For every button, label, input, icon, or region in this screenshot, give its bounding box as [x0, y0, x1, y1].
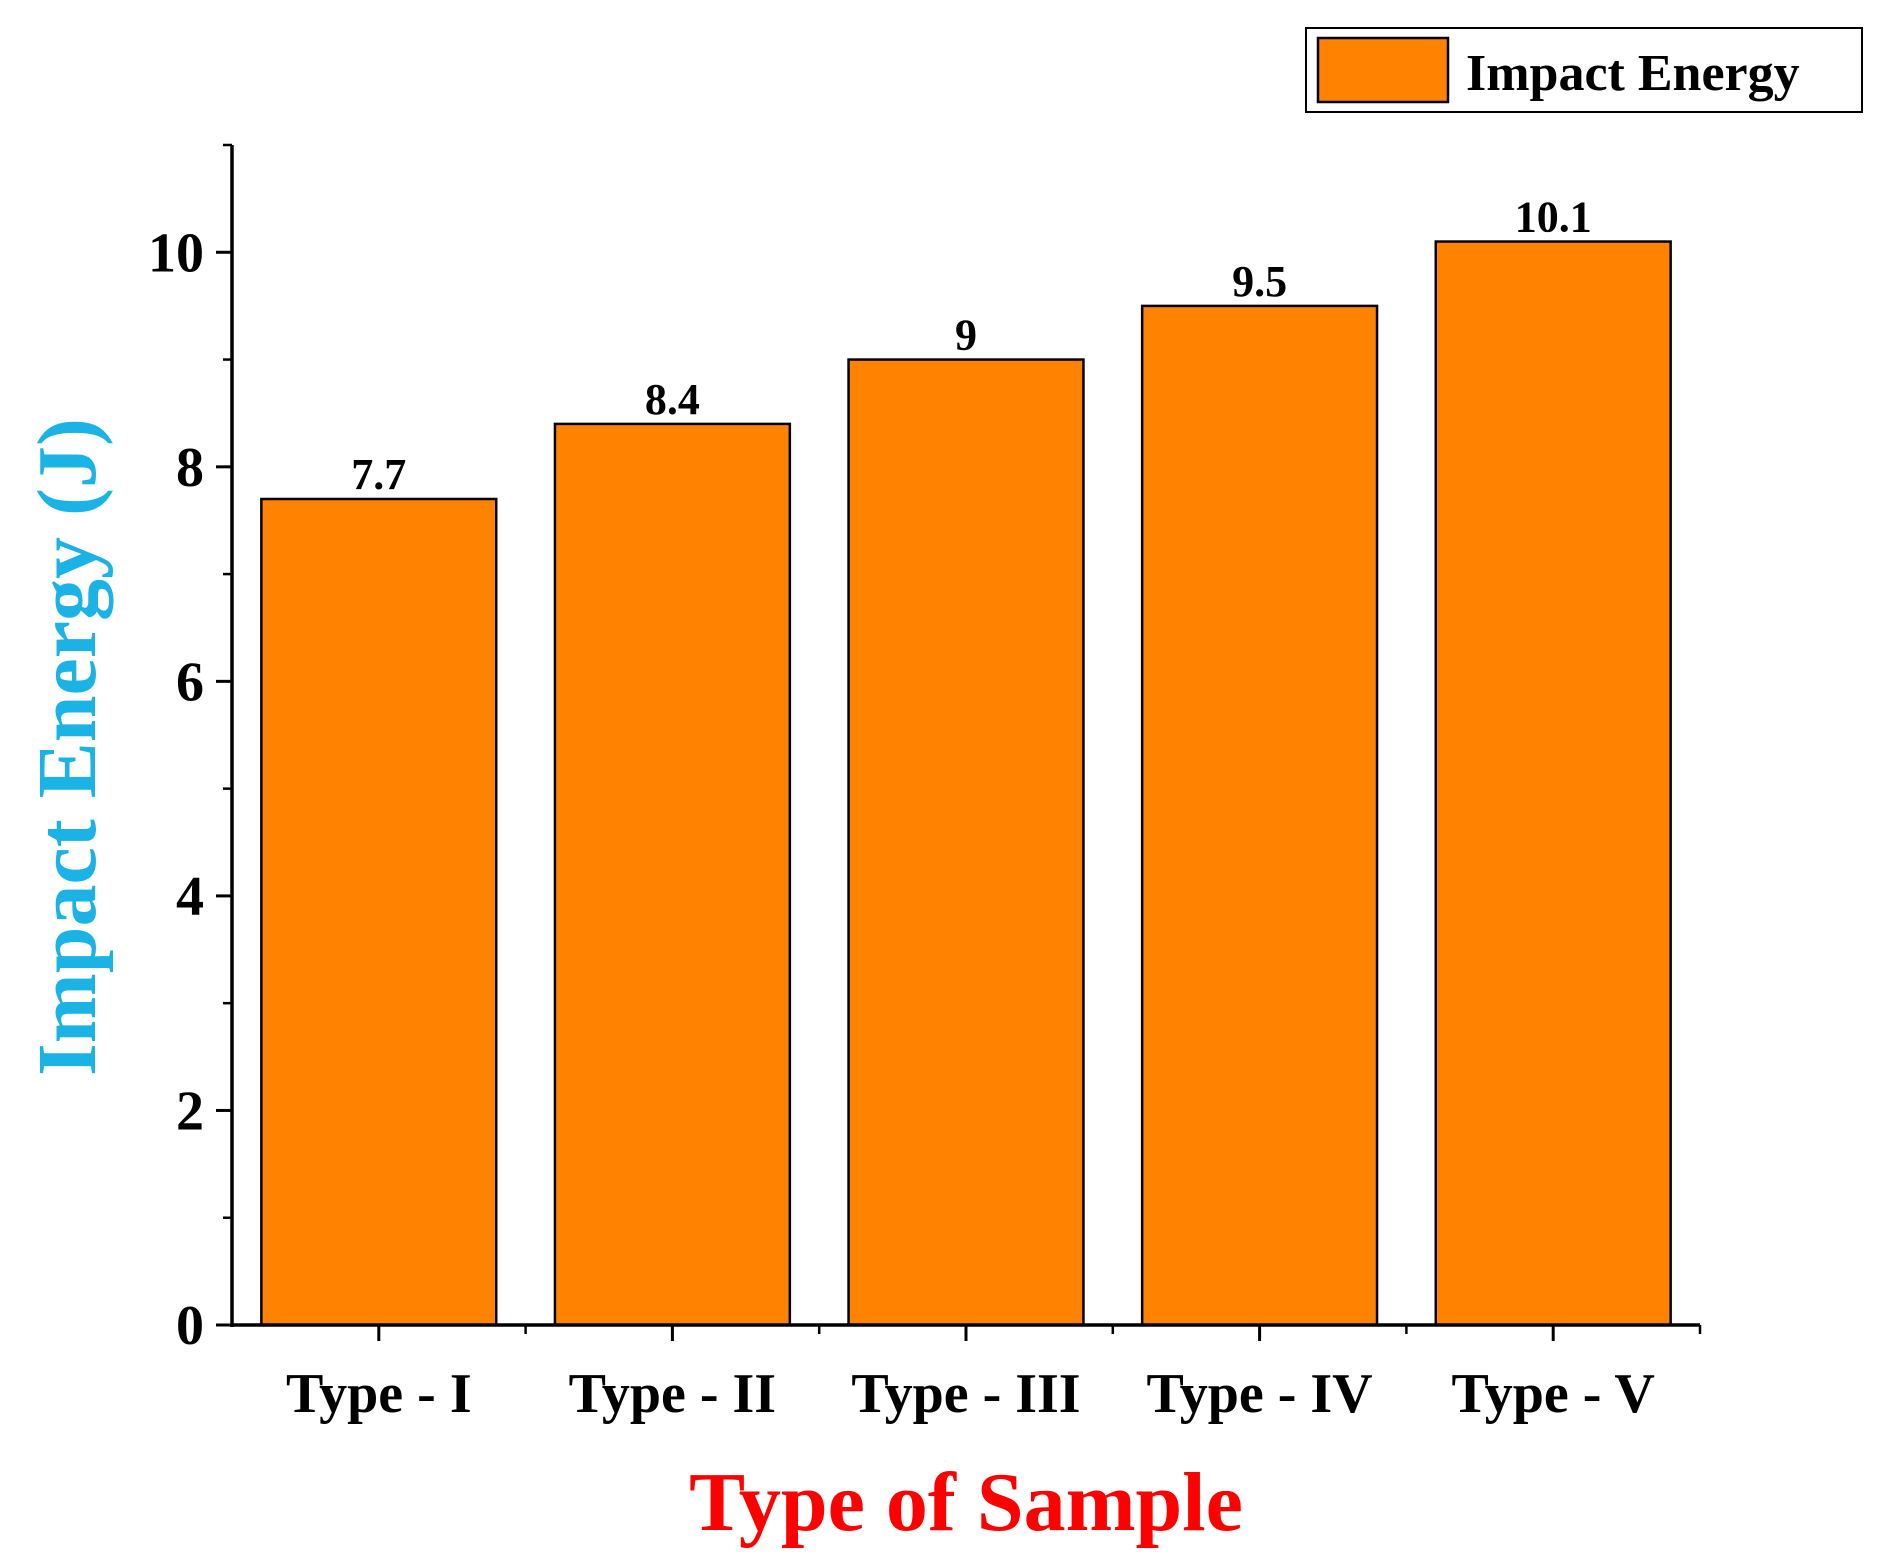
y-tick-label: 10 [148, 222, 204, 284]
y-tick-label: 4 [176, 866, 204, 928]
bar-4 [1140, 304, 1379, 1327]
legend: Impact Energy [1305, 27, 1863, 113]
x-tick-label: Type - II [569, 1363, 776, 1425]
legend-swatch [1316, 36, 1450, 104]
bar-1 [260, 497, 498, 1327]
x-axis-title: Type of Sample [689, 1456, 1243, 1549]
x-tick-label: Type - IV [1147, 1363, 1373, 1425]
data-label-2: 8.4 [645, 375, 700, 424]
y-tick-label: 0 [176, 1295, 204, 1357]
x-tick-label: Type - III [851, 1363, 1080, 1425]
x-tick-label: Type - I [286, 1363, 472, 1425]
bars-layer [260, 240, 1672, 1327]
bar-2 [553, 422, 792, 1327]
y-tick-label: 6 [176, 651, 204, 713]
axes-layer: 0 2 4 6 8 10 Type - I Type - II Type - III Type -… [148, 143, 1702, 1425]
data-label-1: 7.7 [351, 450, 406, 499]
data-label-4: 9.5 [1232, 257, 1287, 306]
y-tick-label: 8 [176, 437, 204, 499]
data-label-5: 10.1 [1515, 193, 1592, 242]
legend-label: Impact Energy [1466, 45, 1800, 102]
data-labels-layer: 7.7 8.4 9 9.5 10.1 [351, 193, 1591, 499]
x-tick-label: Type - V [1452, 1363, 1655, 1425]
bar-5 [1434, 240, 1672, 1327]
data-label-3: 9 [955, 311, 977, 360]
y-tick-label: 2 [176, 1080, 204, 1142]
y-axis-title: Impact Energy (J) [21, 418, 114, 1076]
bar-3 [847, 358, 1085, 1327]
